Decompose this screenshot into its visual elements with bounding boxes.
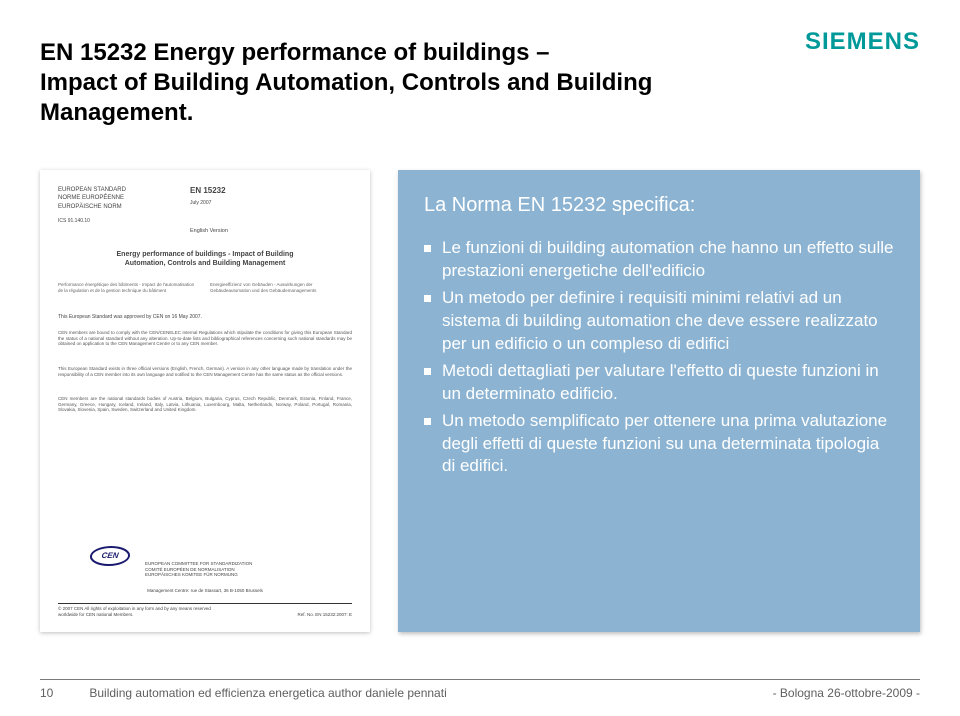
footer-right-text: - Bologna 26-ottobre-2009 - — [773, 686, 920, 700]
title-line-1: EN 15232 Energy performance of buildings… — [40, 38, 720, 68]
info-list-item: Un metodo per definire i requisiti minim… — [424, 287, 894, 356]
slide: SIEMENS EN 15232 Energy performance of b… — [0, 0, 960, 716]
doc-subtitle-de: Energieeffizienz von Gebäuden - Auswirku… — [210, 282, 350, 294]
info-list-item: Le funzioni di building automation che h… — [424, 237, 894, 283]
title-line-2: Impact of Building Automation, Controls … — [40, 68, 720, 128]
standard-document-thumbnail: EUROPEAN STANDARD NORME EUROPÉENNE EUROP… — [40, 170, 370, 632]
doc-paragraph-2: This European Standard exists in three o… — [58, 366, 352, 377]
info-heading: La Norma EN 15232 specifica: — [424, 192, 894, 219]
doc-paragraph-3: CEN members are the national standards b… — [58, 396, 352, 413]
footer-center-text: Building automation ed efficienza energe… — [89, 686, 446, 700]
doc-date: July 2007 — [190, 200, 211, 207]
doc-language: English Version — [190, 228, 228, 235]
doc-footer-divider — [58, 603, 352, 604]
slide-title: EN 15232 Energy performance of buildings… — [40, 38, 720, 128]
slide-footer: 10 Building automation ed efficienza ene… — [40, 679, 920, 700]
cen-full-name: EUROPEAN COMMITTEE FOR STANDARDIZATION C… — [145, 561, 252, 578]
doc-main-title-l2: Automation, Controls and Building Manage… — [58, 259, 352, 268]
doc-ics: ICS 91.140.10 — [58, 218, 90, 225]
content-row: EUROPEAN STANDARD NORME EUROPÉENNE EUROP… — [40, 170, 920, 632]
cen-logo-text: CEN — [89, 546, 132, 566]
doc-approved: This European Standard was approved by C… — [58, 314, 202, 321]
cen-logo: CEN — [90, 546, 130, 572]
info-list-item: Metodi dettagliati per valutare l'effett… — [424, 360, 894, 406]
doc-copyright: © 2007 CEN All rights of exploitation in… — [58, 606, 218, 618]
info-box: La Norma EN 15232 specifica: Le funzioni… — [398, 170, 920, 632]
doc-subtitle-fr: Performance énergétique des bâtiments - … — [58, 282, 198, 294]
cen-full-en: EUROPEAN COMMITTEE FOR STANDARDIZATION — [145, 561, 252, 567]
doc-main-title-l1: Energy performance of buildings - Impact… — [58, 250, 352, 259]
doc-main-title: Energy performance of buildings - Impact… — [58, 250, 352, 268]
doc-ref-number: Ref. No. EN 15232:2007: E — [297, 612, 352, 618]
page-number: 10 — [40, 686, 53, 700]
doc-label-fr: NORME EUROPÉENNE — [58, 194, 126, 202]
doc-paragraph-1: CEN members are bound to comply with the… — [58, 330, 352, 347]
siemens-logo: SIEMENS — [805, 28, 920, 56]
doc-label-de: EUROPÄISCHE NORM — [58, 203, 126, 211]
footer-left-group: 10 Building automation ed efficienza ene… — [40, 686, 447, 700]
cen-full-de: EUROPÄISCHES KOMITEE FÜR NORMUNG — [145, 572, 252, 578]
doc-label-en: EUROPEAN STANDARD — [58, 186, 126, 194]
info-list: Le funzioni di building automation che h… — [424, 237, 894, 478]
doc-number: EN 15232 — [190, 186, 226, 196]
doc-management-centre: Management Centre: rue de Stassart, 36 B… — [58, 588, 352, 594]
doc-standard-labels: EUROPEAN STANDARD NORME EUROPÉENNE EUROP… — [58, 186, 126, 211]
info-list-item: Un metodo semplificato per ottenere una … — [424, 410, 894, 479]
